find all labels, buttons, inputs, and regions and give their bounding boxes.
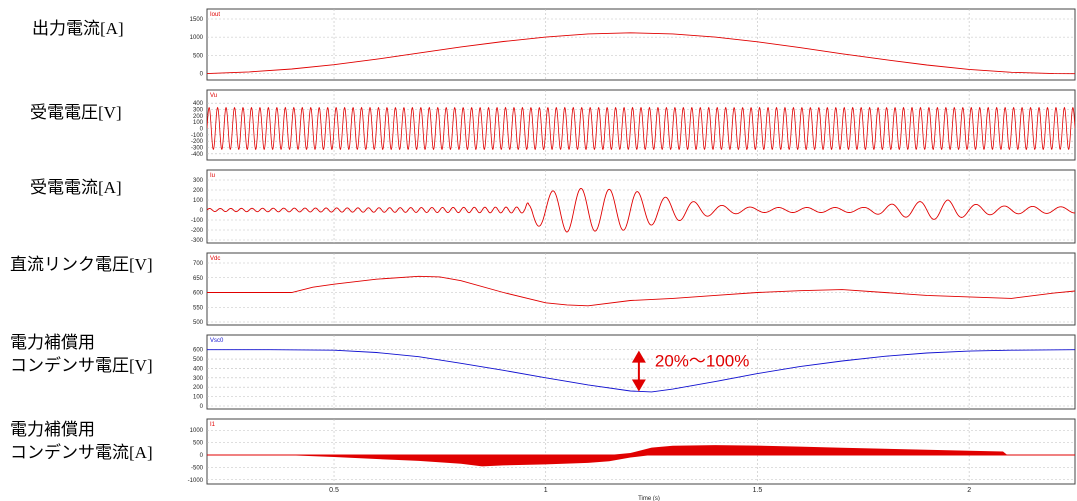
y-tick-label: 200 [193,188,204,194]
x-tick-label: 0.5 [329,487,339,494]
y-tick-label: -1000 [188,478,204,484]
arrow-up-head [631,350,646,363]
y-tick-label: 600 [193,348,204,354]
panel-frame [206,334,1076,410]
panel-label-dc-link-voltage: 直流リンク電圧[V] [10,255,153,274]
signal-name: Vdc [210,256,220,262]
x-tick-label: 1.5 [753,487,763,494]
panel-vdc: Vdc 500 550 600 650 700 [193,252,1076,326]
panel-frame [206,252,1076,326]
y-tick-label: 550 [193,305,204,311]
series-line [207,275,1075,307]
series-line [207,187,1075,233]
y-tick-label: 500 [193,53,204,59]
signal-name: Iout [210,12,220,18]
y-tick-label: 0 [200,71,204,77]
panel-label-receiving-voltage: 受電電圧[V] [30,103,122,122]
x-tick-label: 2 [967,487,971,494]
y-tick-label: 300 [193,376,204,382]
y-tick-label: -100 [191,218,204,224]
y-tick-label: -500 [191,465,204,471]
y-tick-label: 100 [193,395,204,401]
x-tick-label: 1 [544,487,548,494]
y-tick-label: 500 [193,320,204,326]
y-tick-label: 300 [193,108,204,114]
y-tick-label: 650 [193,276,204,282]
y-tick-label: 100 [193,120,204,126]
x-axis-label: Time (s) [638,496,660,501]
area-negative [207,455,1075,467]
range-annotation: 20%〜100% [655,352,750,371]
y-tick-label: -300 [191,238,204,244]
y-tick-label: 500 [193,441,204,447]
y-tick-label: 700 [193,261,204,267]
signal-name: Iu [210,173,215,179]
y-tick-label: 100 [193,198,204,204]
signal-name: Vsc0 [210,338,224,344]
panel-frame [206,89,1076,161]
panel-label-receiving-current: 受電電流[A] [30,178,122,197]
panel-label-capacitor-current: 電力補償用 コンデンサ電流[A] [10,420,153,462]
panel-i1: I1 -1000 -500 0 500 1000 0.5 1 1.5 2 Time (s) [188,418,1076,501]
y-tick-label: -200 [191,228,204,234]
panel-vsc0: Vsc0 0 100 200 300 400 500 600 20%〜100% [193,334,1076,410]
y-tick-label: 1000 [190,428,204,434]
panel-iout: Iout 0 500 1000 1500 [190,8,1076,81]
y-tick-label: 200 [193,114,204,120]
panel-frame [206,169,1076,244]
y-tick-label: -100 [191,133,204,139]
y-tick-label: 1500 [190,17,204,23]
y-tick-label: 1000 [190,35,204,41]
arrow-down-head [631,379,646,392]
panel-iu: Iu -300 -200 -100 0 100 200 300 [191,169,1076,244]
panel-label-output-current: 出力電流[A] [32,19,124,38]
y-tick-label: 300 [193,178,204,184]
series-line [207,106,1075,151]
y-tick-label: 600 [193,291,204,297]
y-tick-label: 400 [193,101,204,107]
y-tick-label: 0 [200,453,204,459]
y-tick-label: -400 [191,152,204,158]
y-tick-label: 400 [193,366,204,372]
y-tick-label: 500 [193,357,204,363]
y-tick-label: -300 [191,146,204,152]
signal-name: Vu [210,93,217,99]
y-tick-label: 200 [193,385,204,391]
signal-name: I1 [210,422,216,428]
panel-frame [206,8,1076,81]
y-tick-label: 0 [200,208,204,214]
y-tick-label: 0 [200,404,204,410]
y-tick-label: 0 [200,127,204,133]
series-line [207,349,1075,393]
y-tick-label: -200 [191,139,204,145]
series-line [207,32,1075,75]
area-positive [207,445,1075,455]
panel-label-capacitor-voltage: 電力補償用 コンデンサ電圧[V] [10,333,153,375]
